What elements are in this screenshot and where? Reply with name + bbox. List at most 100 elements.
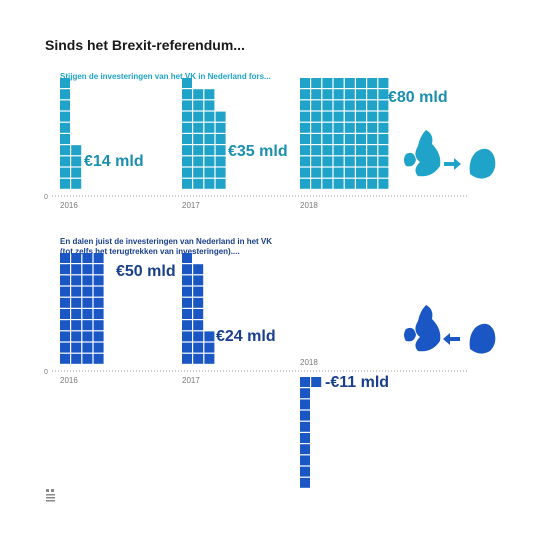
- bar-cell: [356, 78, 366, 88]
- bar-cell: [204, 111, 215, 122]
- bar-cell: [193, 111, 204, 122]
- bar-cell: [71, 353, 82, 364]
- ireland-map-shape: [404, 327, 416, 342]
- bar-cell: [344, 178, 355, 189]
- bar-cell: [60, 167, 70, 178]
- bar-cell: [60, 297, 70, 308]
- bar-cell: [356, 122, 366, 133]
- value-label-2017: €24 mld: [216, 328, 276, 345]
- bar-cell: [82, 286, 93, 297]
- bar-cell: [300, 477, 310, 488]
- year-label-2016: 2016: [60, 376, 78, 385]
- bar-cell: [215, 156, 226, 167]
- bar-cell: [93, 342, 104, 353]
- bar-cell: [311, 178, 322, 189]
- bar-cell: [93, 331, 104, 342]
- bar-cell: [300, 410, 310, 421]
- bar-cell: [300, 388, 310, 399]
- bar-cell: [71, 156, 82, 167]
- bar-cell: [193, 89, 204, 100]
- bar-cell: [71, 320, 82, 331]
- bar-cell: [193, 342, 204, 353]
- bar-cell: [204, 89, 215, 100]
- bar-cell: [322, 78, 333, 88]
- bar-cell: [344, 167, 355, 178]
- bar-cell: [204, 100, 215, 111]
- bar-cell: [367, 100, 378, 111]
- bar-cell: [193, 122, 204, 133]
- bar-cell: [378, 111, 389, 122]
- bar-cell: [182, 309, 192, 319]
- bar-cell: [182, 264, 192, 275]
- bar-cell: [378, 167, 389, 178]
- bar-cell: [356, 145, 366, 156]
- bar-cell: [71, 286, 82, 297]
- bar-cell: [93, 320, 104, 331]
- bar-cell: [311, 122, 322, 133]
- value-label-2018: €80 mld: [388, 89, 448, 106]
- bar-cell: [322, 89, 333, 100]
- uk-to-netherlands-arrow-icon: [404, 130, 496, 179]
- bar-cell: [193, 156, 204, 167]
- bar-cell: [311, 111, 322, 122]
- bar-cell: [344, 78, 355, 88]
- bar-cell: [182, 167, 192, 178]
- bar-cell: [71, 331, 82, 342]
- bar-cell: [356, 111, 366, 122]
- bar-cell: [367, 122, 378, 133]
- netherlands-to-uk-arrow-icon: [404, 305, 496, 354]
- publisher-logo-icon: [45, 487, 56, 503]
- bar-cell: [367, 145, 378, 156]
- bar-cell: [204, 178, 215, 189]
- bar-cell: [215, 134, 226, 144]
- bar-cell: [311, 134, 322, 144]
- bar-cell: [182, 331, 192, 342]
- bar-cell: [300, 156, 310, 167]
- value-label-2018: -€11 mld: [325, 374, 389, 391]
- bar-cell: [204, 122, 215, 133]
- bar-cell: [82, 342, 93, 353]
- bar-cell: [60, 342, 70, 353]
- bar-cell: [60, 286, 70, 297]
- bar-cell: [60, 156, 70, 167]
- bar-cell: [367, 167, 378, 178]
- bar-cell: [215, 145, 226, 156]
- bar-cell: [367, 178, 378, 189]
- bar-cell: [193, 309, 204, 319]
- bar-cell: [322, 111, 333, 122]
- bar-cell: [71, 275, 82, 286]
- bar-cell: [182, 297, 192, 308]
- bar-cell: [367, 78, 378, 88]
- bar-cell: [378, 89, 389, 100]
- bar-cell: [344, 89, 355, 100]
- netherlands-map-shape: [469, 323, 496, 354]
- bar-cell: [204, 145, 215, 156]
- arrow-left-icon: [443, 333, 460, 345]
- bar-cell: [333, 78, 344, 88]
- bar-cell: [300, 466, 310, 477]
- bar-cell: [344, 100, 355, 111]
- bar-cell: [93, 253, 104, 263]
- bar-cell: [378, 100, 389, 111]
- bar-cell: [300, 134, 310, 144]
- zero-tick-label: 0: [44, 194, 48, 201]
- bar-cell: [322, 178, 333, 189]
- bar-cell: [300, 89, 310, 100]
- bar-cell: [300, 444, 310, 455]
- bar-cell: [333, 100, 344, 111]
- bar-cell: [300, 145, 310, 156]
- bar-cell: [367, 134, 378, 144]
- bar-cell: [182, 275, 192, 286]
- bar-cell: [193, 167, 204, 178]
- bar-cell: [333, 122, 344, 133]
- bar-cell: [93, 275, 104, 286]
- bar-cell: [60, 275, 70, 286]
- bar-cell: [204, 331, 215, 342]
- bar-cell: [333, 111, 344, 122]
- year-label-2017: 2017: [182, 376, 200, 385]
- bar-cell: [182, 78, 192, 88]
- bar-cell: [311, 156, 322, 167]
- bar-cell: [378, 134, 389, 144]
- bar-cell: [300, 377, 310, 387]
- bar-cell: [204, 353, 215, 364]
